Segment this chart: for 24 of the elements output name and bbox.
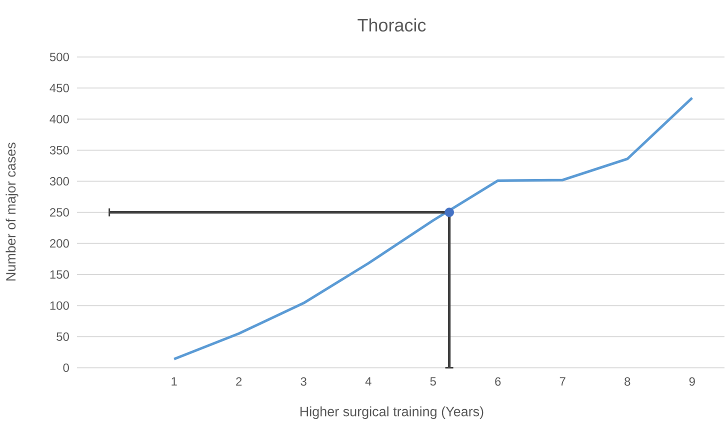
y-axis-title: Number of major cases <box>6 142 18 281</box>
y-tick-label: 450 <box>50 84 69 92</box>
y-tick-label: 150 <box>50 270 69 279</box>
line-series <box>172 96 694 360</box>
y-tick-label: 350 <box>50 146 69 155</box>
y-tick-label: 200 <box>50 239 69 248</box>
y-tick-label: 100 <box>50 302 69 310</box>
y-tick-label: 400 <box>50 115 69 124</box>
x-tick-label: 5 <box>430 377 436 386</box>
y-tick-label: 0 <box>63 364 69 372</box>
x-tick-label: 7 <box>560 377 566 386</box>
y-tick-label: 500 <box>50 52 69 62</box>
y-tick-label: 300 <box>50 177 69 186</box>
x-tick-label: 8 <box>624 377 630 386</box>
x-tick-label: 1 <box>172 377 177 386</box>
chart-title: Thoracic <box>358 18 426 32</box>
x-tick-label: 4 <box>365 377 372 386</box>
x-axis-title: Higher surgical training (Years) <box>300 406 484 420</box>
x-tick-label: 6 <box>495 377 501 386</box>
y-tick-label: 50 <box>56 332 69 342</box>
y-tick-label: 250 <box>50 208 69 217</box>
x-tick-label: 2 <box>236 377 242 386</box>
x-tick-label: 9 <box>689 377 695 386</box>
x-tick-label: 3 <box>300 377 306 386</box>
